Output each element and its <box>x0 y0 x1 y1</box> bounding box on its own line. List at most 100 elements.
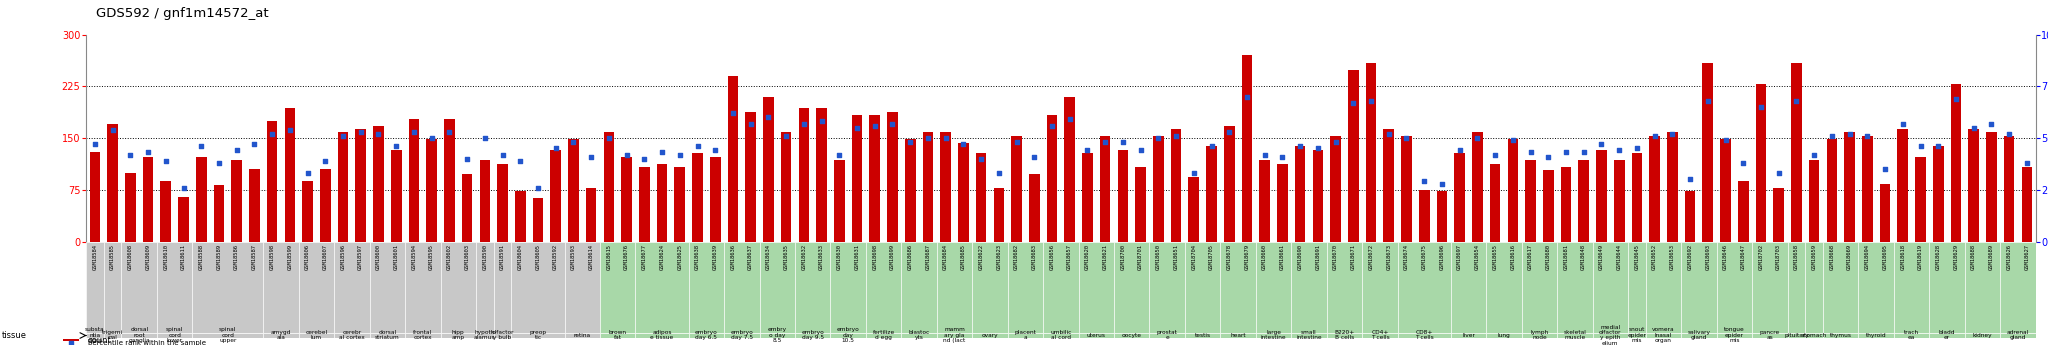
Bar <box>512 241 565 333</box>
Bar <box>193 241 264 333</box>
Point <box>1071 148 1104 153</box>
Bar <box>922 132 934 241</box>
Text: GSM18697: GSM18697 <box>1458 244 1462 270</box>
Bar <box>2021 167 2032 242</box>
Text: GSM18611: GSM18611 <box>180 244 186 270</box>
Text: GSM18682: GSM18682 <box>1014 244 1020 270</box>
Bar <box>1042 241 1079 333</box>
Text: GSM18598: GSM18598 <box>270 244 274 270</box>
Bar <box>319 169 330 241</box>
Bar <box>1206 146 1217 242</box>
Text: GSM18684: GSM18684 <box>944 244 948 270</box>
Point <box>1319 139 1352 145</box>
Text: salivary
gland: salivary gland <box>1688 330 1710 341</box>
Text: GSM18632: GSM18632 <box>801 244 807 270</box>
Text: mamm
ary gla
nd (lact: mamm ary gla nd (lact <box>944 327 967 343</box>
Bar <box>1755 84 1765 242</box>
Bar <box>1681 241 1716 333</box>
Text: GSM18685: GSM18685 <box>961 244 967 270</box>
Point <box>522 185 555 190</box>
Bar <box>373 126 383 242</box>
Bar <box>725 241 760 333</box>
Point <box>309 158 342 164</box>
Point <box>1513 150 1546 155</box>
Bar <box>514 191 526 242</box>
Point <box>1726 160 1759 166</box>
Text: GSM18691: GSM18691 <box>1315 244 1321 270</box>
Bar <box>1008 241 1042 333</box>
Bar <box>1331 136 1341 242</box>
Point <box>717 110 750 116</box>
Point <box>805 119 838 124</box>
Bar <box>1153 136 1163 242</box>
Bar <box>1561 167 1571 242</box>
Text: pituitary: pituitary <box>1784 333 1808 338</box>
Bar <box>1862 136 1872 242</box>
Text: GSM18603: GSM18603 <box>465 244 469 270</box>
Bar <box>635 333 688 338</box>
Bar <box>410 119 420 242</box>
Bar <box>1614 160 1624 242</box>
Text: GSM18633: GSM18633 <box>819 244 823 270</box>
Bar <box>86 241 104 333</box>
Point <box>1497 137 1530 143</box>
Bar <box>1804 241 1823 333</box>
Bar <box>63 339 80 341</box>
Point <box>575 154 608 159</box>
Text: trach
ea: trach ea <box>1905 330 1919 341</box>
Point <box>469 135 502 141</box>
Bar <box>106 124 119 241</box>
Bar <box>1702 63 1712 242</box>
Bar <box>512 333 565 338</box>
Text: lymph
node: lymph node <box>1530 330 1548 341</box>
Bar <box>764 97 774 242</box>
Bar <box>498 164 508 242</box>
Text: bladd
er: bladd er <box>1939 330 1956 341</box>
Bar <box>795 241 829 333</box>
Text: GSM18620: GSM18620 <box>1085 244 1090 270</box>
Point <box>1124 148 1157 153</box>
Text: GSM18638: GSM18638 <box>694 244 700 270</box>
Bar <box>639 167 649 242</box>
Text: GSM18592: GSM18592 <box>553 244 559 270</box>
Text: GSM18610: GSM18610 <box>164 244 168 270</box>
Bar <box>391 150 401 241</box>
Bar <box>586 188 596 241</box>
Bar <box>475 333 494 338</box>
Point <box>735 121 768 126</box>
Text: GSM18696: GSM18696 <box>1440 244 1444 270</box>
Bar <box>1362 333 1397 338</box>
Bar <box>635 241 688 333</box>
Bar <box>1522 333 1556 338</box>
Text: embry
o day
8.5: embry o day 8.5 <box>768 327 786 343</box>
Bar <box>1526 160 1536 242</box>
Text: GSM18668: GSM18668 <box>1829 244 1835 270</box>
Bar <box>369 241 406 333</box>
Bar <box>1507 139 1518 241</box>
Point <box>877 121 909 126</box>
Text: GSM18690: GSM18690 <box>1298 244 1303 270</box>
Text: GSM18636: GSM18636 <box>731 244 735 270</box>
Bar <box>657 164 668 242</box>
Bar <box>1788 333 1804 338</box>
Text: GSM18656: GSM18656 <box>1049 244 1055 270</box>
Text: GSM18703: GSM18703 <box>1776 244 1782 270</box>
Point <box>504 158 537 164</box>
Text: GSM18605: GSM18605 <box>535 244 541 270</box>
Point <box>610 152 643 157</box>
Point <box>752 115 784 120</box>
Bar <box>1028 174 1040 242</box>
Text: GSM18604: GSM18604 <box>518 244 522 270</box>
Text: lung: lung <box>1497 333 1509 338</box>
Bar <box>143 157 154 241</box>
Point <box>168 185 201 190</box>
Text: GSM18675: GSM18675 <box>1421 244 1427 270</box>
Bar <box>1065 97 1075 242</box>
Text: fertilize
d egg: fertilize d egg <box>872 330 895 341</box>
Bar <box>440 333 475 338</box>
Text: hypoth
alamus: hypoth alamus <box>473 330 496 341</box>
Point <box>858 123 891 128</box>
Bar <box>406 333 440 338</box>
Text: GSM18681: GSM18681 <box>1563 244 1569 270</box>
Bar <box>1186 333 1221 338</box>
